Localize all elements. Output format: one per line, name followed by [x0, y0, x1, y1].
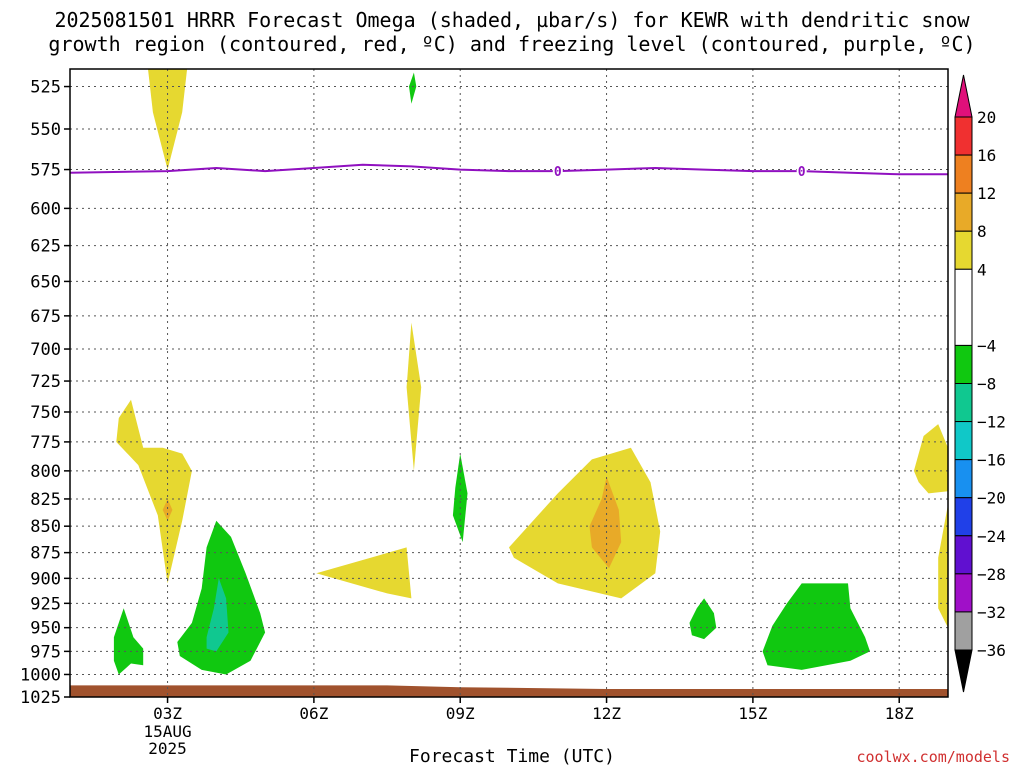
- y-tick-label: 850: [30, 517, 61, 537]
- omega-region: [409, 72, 417, 104]
- y-tick-label: 750: [30, 403, 61, 423]
- x-tick-label: 09Z: [446, 704, 475, 723]
- colorbar-label: −24: [977, 527, 1006, 546]
- colorbar-label: 4: [977, 260, 987, 279]
- colorbar-band: [954, 230, 973, 270]
- colorbar-band: [954, 383, 973, 423]
- colorbar-label: 8: [977, 222, 987, 241]
- x-tick-sublabel: 2025: [148, 739, 187, 758]
- y-tick-label: 875: [30, 544, 61, 564]
- y-tick-label: 650: [30, 272, 61, 292]
- freezing-level-label: 0: [554, 165, 562, 180]
- y-tick-label: 825: [30, 490, 61, 510]
- omega-region: [113, 608, 144, 675]
- colorbar-band: [954, 344, 973, 384]
- colorbar-label: −32: [977, 603, 1006, 622]
- x-tick-label: 12Z: [592, 704, 621, 723]
- y-tick-label: 925: [30, 594, 61, 614]
- x-tick-label: 03Z: [153, 704, 182, 723]
- omega-region: [689, 598, 717, 640]
- x-tick-label: 15Z: [738, 704, 767, 723]
- y-tick-label: 550: [30, 120, 61, 140]
- y-tick-label: 725: [30, 372, 61, 392]
- y-tick-label: 800: [30, 462, 61, 482]
- y-tick-label: 950: [30, 619, 61, 639]
- freezing-level-label-bg: [796, 164, 807, 179]
- plot-frame: [69, 68, 949, 698]
- colorbar-label: 16: [977, 146, 996, 165]
- credit-text: coolwx.com/models: [856, 748, 1010, 766]
- colorbar-label: 12: [977, 184, 996, 203]
- y-tick-label: 775: [30, 433, 61, 453]
- colorbar-top-arrow: [954, 74, 973, 118]
- colorbar-label: −36: [977, 641, 1006, 660]
- y-tick-label: 525: [30, 78, 61, 98]
- omega-region: [148, 69, 188, 170]
- colorbar-band: [954, 573, 973, 613]
- chart-title-line-2: growth region (contoured, red, ºC) and f…: [48, 32, 976, 56]
- omega-region: [509, 447, 661, 599]
- y-tick-label: 575: [30, 161, 61, 181]
- colorbar-label: −20: [977, 489, 1006, 508]
- freezing-level-line: [69, 163, 948, 176]
- x-axis-label: Forecast Time (UTC): [409, 746, 615, 767]
- colorbar-label: −12: [977, 413, 1006, 432]
- colorbar-band: [954, 154, 973, 194]
- x-tick-label: 18Z: [885, 704, 914, 723]
- chart-title-line-1: 2025081501 HRRR Forecast Omega (shaded, …: [54, 8, 970, 32]
- colorbar-band: [954, 421, 973, 461]
- y-tick-label: 700: [30, 340, 61, 360]
- y-tick-label: 675: [30, 307, 61, 327]
- colorbar-band: [954, 192, 973, 232]
- colorbar-label: −28: [977, 565, 1006, 584]
- y-tick-label: 1000: [20, 665, 61, 685]
- y-tick-label: 625: [30, 237, 61, 257]
- omega-region: [762, 583, 870, 670]
- freezing-level-label: 0: [798, 165, 806, 180]
- omega-region: [452, 453, 468, 543]
- colorbar-label: 20: [977, 108, 996, 127]
- omega-region: [316, 547, 412, 599]
- x-tick-sublabel: 15AUG: [143, 722, 191, 741]
- y-tick-label: 975: [30, 642, 61, 662]
- omega-region: [406, 322, 422, 471]
- colorbar-band: [954, 268, 973, 346]
- y-tick-label: 900: [30, 569, 61, 589]
- colorbar-label: −8: [977, 375, 996, 394]
- omega-region: [206, 578, 229, 652]
- x-tick-label: 06Z: [299, 704, 328, 723]
- colorbar-band: [954, 116, 973, 156]
- omega-region: [938, 504, 948, 628]
- omega-region: [589, 476, 622, 569]
- y-tick-label: 600: [30, 199, 61, 219]
- colorbar-label: −16: [977, 451, 1006, 470]
- colorbar-band: [954, 611, 973, 651]
- colorbar-label: −4: [977, 336, 996, 355]
- colorbar-bottom-arrow: [954, 649, 973, 693]
- omega-region: [116, 399, 192, 584]
- colorbar-band: [954, 459, 973, 499]
- omega-region: [162, 498, 173, 521]
- colorbar-band: [954, 497, 973, 537]
- y-tick-label: 1025: [20, 688, 61, 708]
- freezing-level-label-bg: [552, 164, 563, 179]
- colorbar-band: [954, 535, 973, 575]
- terrain-surface: [70, 685, 948, 697]
